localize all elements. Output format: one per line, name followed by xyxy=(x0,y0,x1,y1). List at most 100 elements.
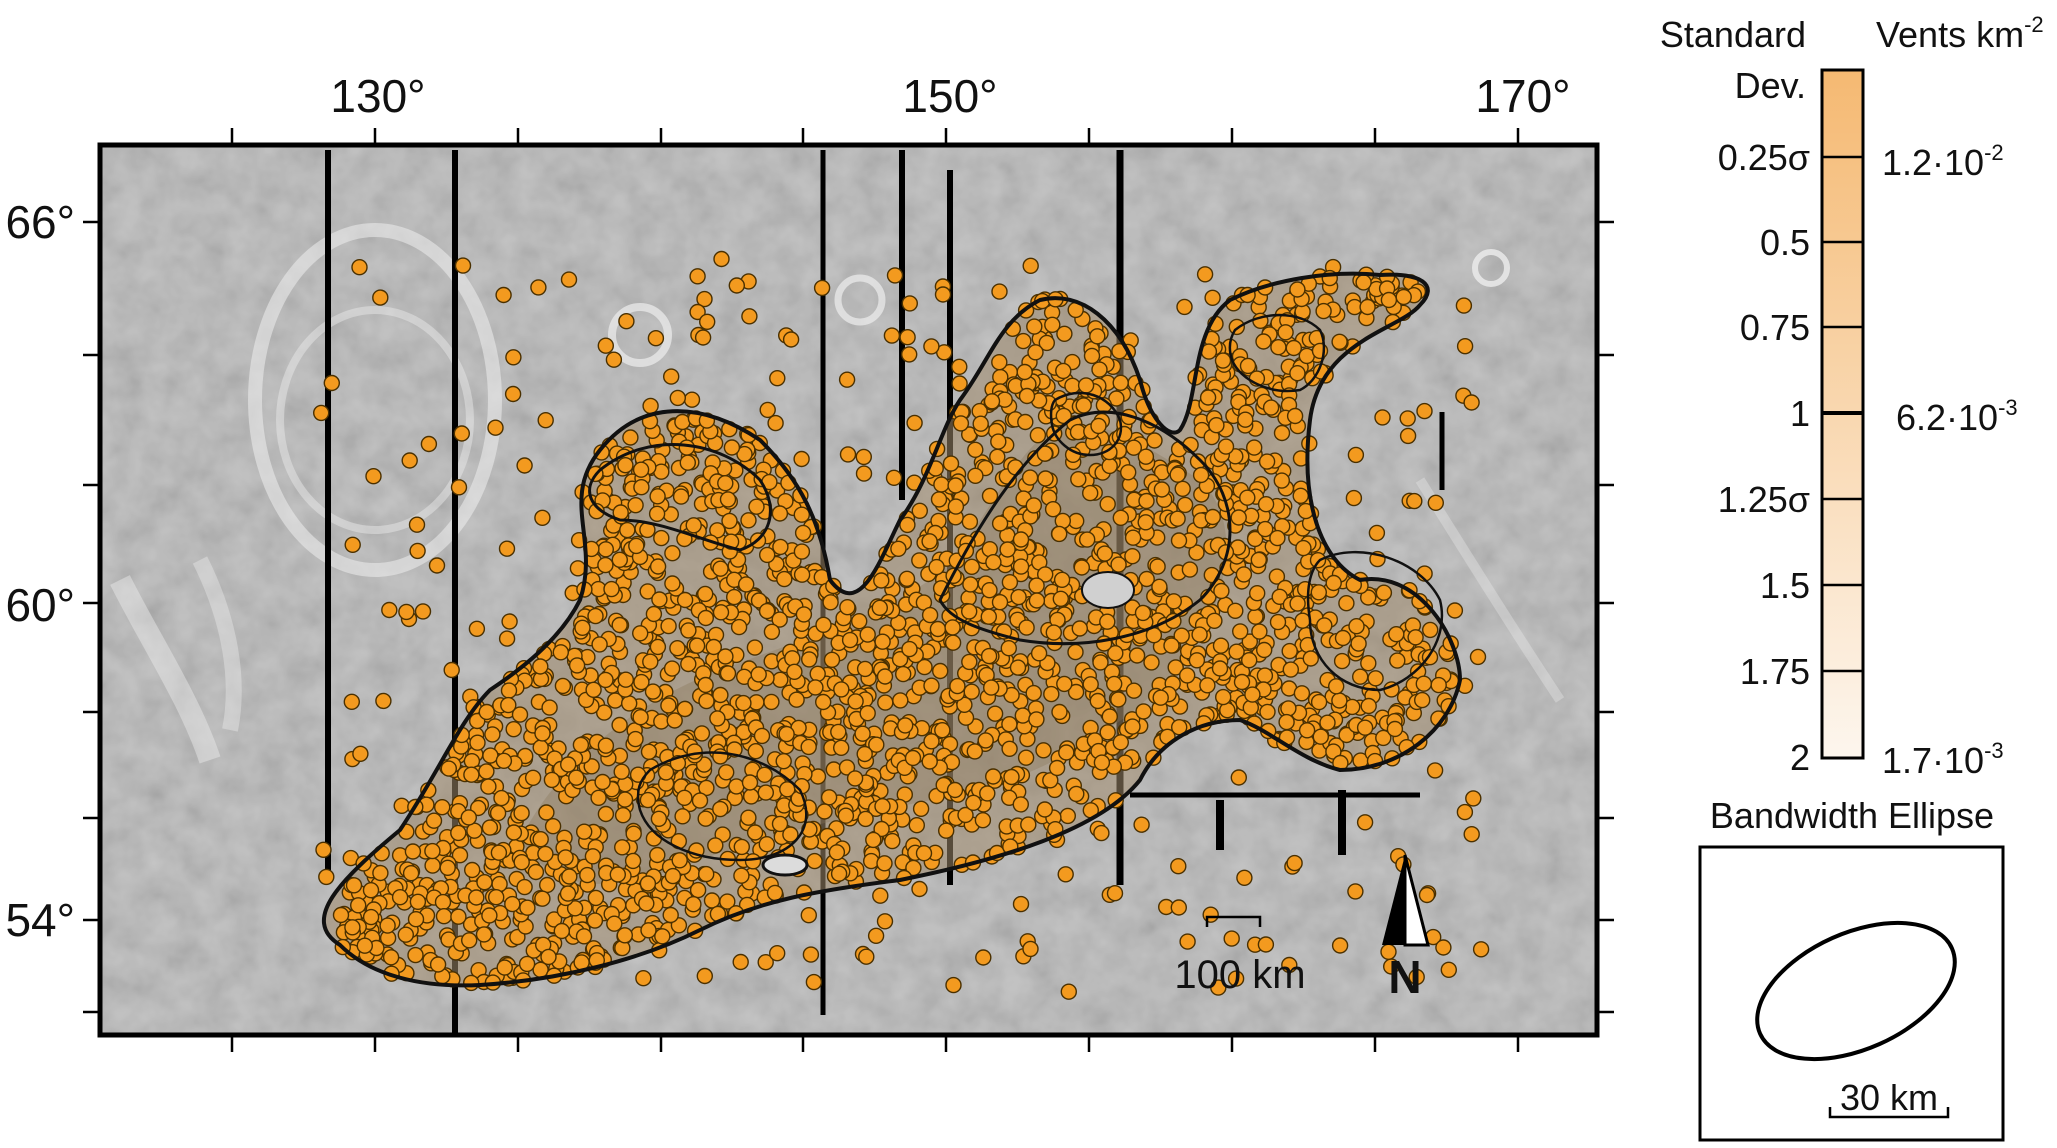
vent-point xyxy=(561,868,578,885)
std-dev-label: 0.5 xyxy=(1760,222,1810,263)
vent-point xyxy=(513,854,530,871)
vent-point xyxy=(901,346,918,363)
vent-point xyxy=(1091,361,1108,378)
vent-point xyxy=(651,591,668,608)
density-label: 1.2·10-2 xyxy=(1882,140,2004,183)
vent-point xyxy=(1273,472,1291,489)
crater-feature xyxy=(608,303,672,367)
vent-point xyxy=(407,946,424,964)
vent-point xyxy=(891,651,909,668)
vent-point xyxy=(632,461,650,478)
density-legend: Standard Dev. Vents km-2 0.25σ 0.5 0.75 … xyxy=(1660,12,2044,781)
vent-point xyxy=(698,692,715,710)
crater-feature xyxy=(1472,249,1510,287)
vent-point xyxy=(1375,584,1393,601)
vent-point xyxy=(585,681,602,698)
vent-point xyxy=(505,824,523,841)
vent-point xyxy=(898,570,916,587)
vent-point xyxy=(575,928,593,945)
vent-point xyxy=(351,259,368,276)
density-label: 6.2·10-3 xyxy=(1896,395,2018,438)
vent-point xyxy=(1250,551,1268,569)
vent-point xyxy=(1179,933,1196,950)
vent-point xyxy=(753,727,771,745)
flow-feature xyxy=(192,556,242,732)
vent-point xyxy=(1239,489,1256,506)
vent-point xyxy=(1256,667,1274,684)
vent-point xyxy=(1029,427,1047,444)
vent-point xyxy=(809,665,826,682)
vent-point xyxy=(756,766,773,783)
vent-point xyxy=(1331,333,1348,350)
vent-point xyxy=(1230,769,1248,786)
vent-point xyxy=(647,330,665,347)
vent-point xyxy=(786,663,803,680)
vent-point xyxy=(1068,785,1085,803)
vent-point xyxy=(662,906,679,924)
vent-point xyxy=(873,820,890,838)
vent-point xyxy=(679,454,696,471)
vent-point xyxy=(793,450,810,468)
vent-point xyxy=(611,716,628,734)
vent-point xyxy=(721,512,738,530)
vent-point xyxy=(1213,582,1230,600)
vent-point xyxy=(883,327,901,344)
vent-point xyxy=(1027,344,1044,361)
vent-point xyxy=(1356,719,1374,736)
vent-point xyxy=(1043,685,1060,703)
vent-point xyxy=(498,540,516,557)
vent-point xyxy=(572,736,590,754)
vent-point xyxy=(1463,394,1480,411)
vent-point xyxy=(1257,496,1275,513)
vent-point xyxy=(983,393,1001,410)
vent-point xyxy=(1407,629,1424,646)
vent-point xyxy=(584,848,602,865)
vent-point xyxy=(1239,357,1257,375)
vent-point xyxy=(554,677,572,695)
vent-point xyxy=(1016,363,1033,381)
vent-point xyxy=(859,626,876,643)
vent-point xyxy=(1360,697,1377,715)
vent-point xyxy=(839,599,856,616)
vent-point xyxy=(876,913,894,930)
vent-point xyxy=(1269,613,1287,631)
vent-point xyxy=(1310,584,1328,601)
vent-point xyxy=(1233,673,1251,691)
vent-point xyxy=(638,895,655,912)
vent-point xyxy=(401,452,418,469)
vent-point xyxy=(603,580,620,598)
vent-point xyxy=(488,889,505,906)
bandwidth-ellipse xyxy=(1755,920,1957,1062)
vent-point xyxy=(965,794,982,811)
vent-point xyxy=(886,267,904,284)
vent-point xyxy=(1465,790,1482,807)
vent-point xyxy=(1028,577,1045,594)
vent-point xyxy=(991,594,1009,611)
vent-point xyxy=(1211,660,1229,677)
vent-point xyxy=(674,808,691,825)
vent-point xyxy=(443,661,460,679)
vent-point xyxy=(596,704,613,721)
vent-point xyxy=(771,611,788,628)
vent-point xyxy=(766,884,784,902)
vent-point xyxy=(1107,645,1124,662)
vent-point xyxy=(911,880,928,898)
vent-point xyxy=(1058,744,1075,761)
vent-point xyxy=(885,469,903,486)
vent-point xyxy=(813,279,831,297)
vent-point xyxy=(807,679,824,696)
vent-point xyxy=(1128,647,1146,664)
vent-point xyxy=(1296,581,1314,598)
vent-point xyxy=(1001,716,1018,733)
vent-point xyxy=(846,770,864,787)
vent-point xyxy=(961,513,979,530)
vent-point xyxy=(1071,620,1089,637)
vent-point xyxy=(944,619,961,636)
vent-point xyxy=(788,691,805,708)
vent-point xyxy=(1082,676,1099,693)
vent-point xyxy=(532,739,549,756)
vent-point xyxy=(481,819,499,836)
contour-1-sigma xyxy=(321,271,1462,988)
vent-point xyxy=(1227,970,1245,987)
vent-point xyxy=(689,268,706,285)
